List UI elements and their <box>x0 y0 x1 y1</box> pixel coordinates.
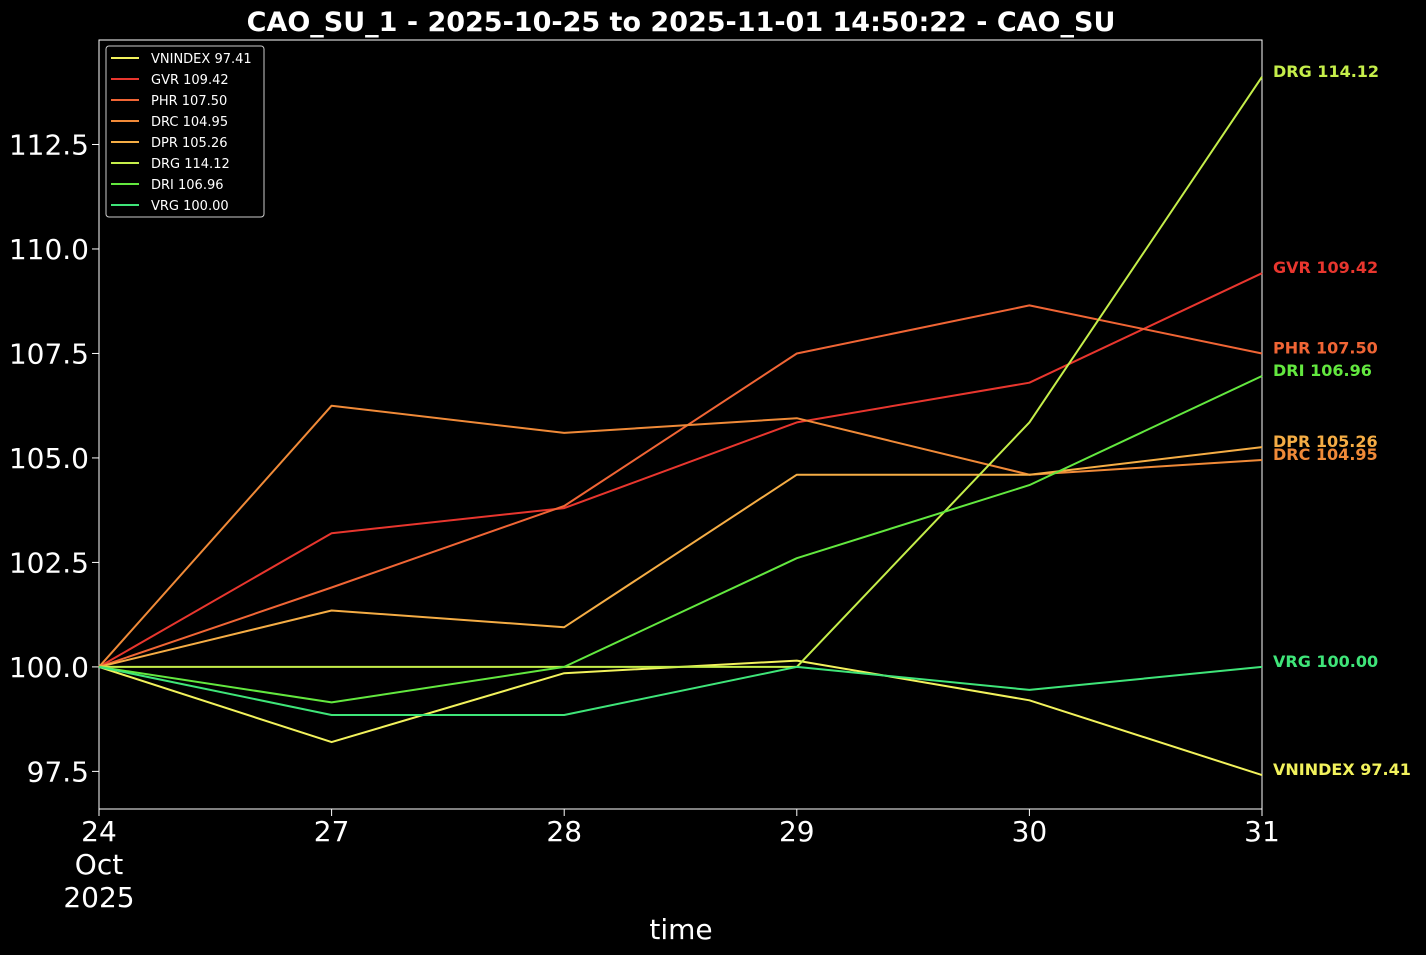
legend-entry: VRG 100.00 <box>151 199 229 214</box>
y-axis: 97.5 100.0 102.5 105.0 107.5 110.0 112.5 <box>9 128 99 788</box>
series-line-3 <box>98 404 1263 668</box>
legend-entry: PHR 107.50 <box>151 94 227 109</box>
series-line-6 <box>98 375 1263 704</box>
chart-title: CAO_SU_1 - 2025-10-25 to 2025-11-01 14:5… <box>247 7 1116 38</box>
x-tick-label: 2025 <box>63 881 134 914</box>
x-axis-label: time <box>649 913 712 946</box>
plot-area-frame <box>98 39 1263 810</box>
y-tick-label: 112.5 <box>9 128 89 161</box>
y-tick-label: 100.0 <box>9 651 89 684</box>
series-lines <box>98 76 1263 777</box>
series-line-7 <box>98 665 1263 716</box>
legend-entry: GVR 109.42 <box>151 73 229 88</box>
x-tick-label: 28 <box>546 815 582 848</box>
legend-entry: DRC 104.95 <box>151 115 228 130</box>
end-label: DPR 105.26 <box>1273 432 1378 451</box>
x-tick-label: 31 <box>1244 815 1280 848</box>
legend-entry: DRG 114.12 <box>151 157 230 172</box>
y-tick-label: 107.5 <box>9 337 89 370</box>
legend-entry: DPR 105.26 <box>151 136 228 151</box>
end-label: DRI 106.96 <box>1273 361 1372 380</box>
legend-entry: VNINDEX 97.41 <box>151 52 252 67</box>
x-tick-label: 27 <box>314 815 350 848</box>
end-label: DRG 114.12 <box>1273 62 1379 81</box>
legend: VNINDEX 97.41 GVR 109.42 PHR 107.50 DRC 104… <box>105 45 265 218</box>
x-tick-label: 30 <box>1012 815 1048 848</box>
x-tick-label: 24 <box>81 815 117 848</box>
y-tick-label: 97.5 <box>27 755 89 788</box>
end-label: GVR 109.42 <box>1273 258 1378 277</box>
legend-entry: DRI 106.96 <box>151 178 224 193</box>
end-label: VNINDEX 97.41 <box>1273 760 1411 779</box>
end-label: DRC 104.95 <box>1273 445 1378 464</box>
series-line-4 <box>98 446 1263 668</box>
end-label: VRG 100.00 <box>1273 652 1378 671</box>
y-tick-label: 102.5 <box>9 546 89 579</box>
series-line-2 <box>98 304 1263 668</box>
end-label: PHR 107.50 <box>1273 338 1378 357</box>
x-tick-label: 29 <box>779 815 815 848</box>
x-tick-label: Oct <box>75 848 123 881</box>
legend-box <box>105 45 265 218</box>
y-tick-label: 105.0 <box>9 442 89 475</box>
y-tick-label: 110.0 <box>9 233 89 266</box>
series-line-5 <box>99 76 1263 668</box>
end-labels: DRG 114.12 GVR 109.42 PHR 107.50 DRI 106.96… <box>1273 62 1411 779</box>
